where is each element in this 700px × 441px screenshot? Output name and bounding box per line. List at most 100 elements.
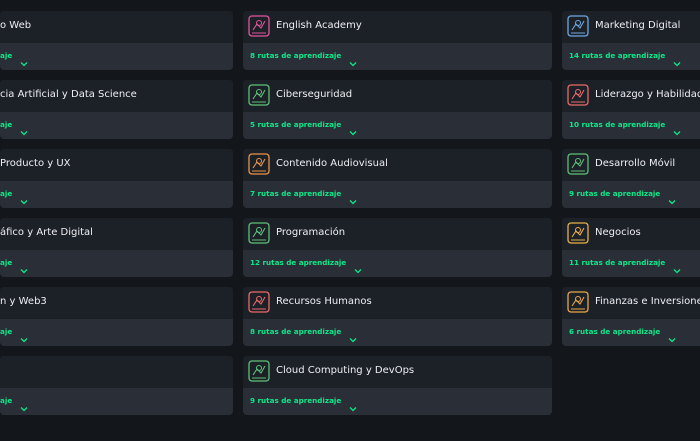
category-icon xyxy=(248,15,270,37)
expand-chevron[interactable] xyxy=(20,52,28,67)
card-header: Liderazgo y Habilidades xyxy=(562,80,700,112)
expand-chevron[interactable] xyxy=(349,190,357,205)
category-title: Desarrollo Móvil xyxy=(595,158,676,169)
routes-count[interactable]: aje xyxy=(0,258,13,267)
category-card[interactable]: áfico y Arte Digital aje xyxy=(0,218,233,277)
chevron-icon xyxy=(20,62,28,67)
expand-chevron[interactable] xyxy=(354,259,362,274)
category-card[interactable]: Desarrollo Móvil 9 rutas de aprendizaje xyxy=(562,149,700,208)
icon-graphic xyxy=(248,222,270,244)
expand-chevron[interactable] xyxy=(349,121,357,136)
routes-count[interactable]: 8 rutas de aprendizaje xyxy=(250,327,342,336)
chevron-icon xyxy=(20,338,28,343)
category-title: Finanzas e Inversiones xyxy=(595,296,700,307)
icon-graphic xyxy=(248,153,270,175)
card-header: n y Web3 xyxy=(0,287,233,319)
routes-count[interactable]: 5 rutas de aprendizaje xyxy=(250,120,342,129)
chevron-icon xyxy=(668,200,676,205)
category-card[interactable]: Recursos Humanos 8 rutas de aprendizaje xyxy=(243,287,552,346)
category-card[interactable]: aje xyxy=(0,356,233,415)
category-card[interactable]: Marketing Digital 14 rutas de aprendizaje xyxy=(562,11,700,70)
chevron-icon xyxy=(349,338,357,343)
routes-count[interactable]: aje xyxy=(0,189,13,198)
routes-count[interactable]: 10 rutas de aprendizaje xyxy=(569,120,666,129)
category-icon xyxy=(248,84,270,106)
expand-chevron[interactable] xyxy=(668,190,676,205)
category-title: Cloud Computing y DevOps xyxy=(276,365,415,376)
card-header xyxy=(0,356,233,388)
chevron-icon xyxy=(20,131,28,136)
expand-chevron[interactable] xyxy=(20,397,28,412)
card-header: Desarrollo Móvil xyxy=(562,149,700,181)
chevron-icon xyxy=(668,338,676,343)
routes-count[interactable]: aje xyxy=(0,51,13,60)
category-card[interactable]: Finanzas e Inversiones 6 rutas de aprendi… xyxy=(562,287,700,346)
chevron-icon xyxy=(673,62,681,67)
chevron-icon xyxy=(20,200,28,205)
category-title: Negocios xyxy=(595,227,641,238)
category-card[interactable]: Producto y UX aje xyxy=(0,149,233,208)
chevron-icon xyxy=(20,269,28,274)
card-header: Producto y UX xyxy=(0,149,233,181)
expand-chevron[interactable] xyxy=(673,52,681,67)
category-icon xyxy=(567,15,589,37)
category-card[interactable]: cia Artificial y Data Science aje xyxy=(0,80,233,139)
category-card[interactable]: Cloud Computing y DevOps 9 rutas de apren… xyxy=(243,356,552,415)
expand-chevron[interactable] xyxy=(20,259,28,274)
icon-graphic xyxy=(567,222,589,244)
chevron-icon xyxy=(349,62,357,67)
routes-count[interactable]: 14 rutas de aprendizaje xyxy=(569,51,666,60)
category-card[interactable]: Ciberseguridad 5 rutas de aprendizaje xyxy=(243,80,552,139)
icon-graphic xyxy=(567,291,589,313)
routes-count[interactable]: 9 rutas de aprendizaje xyxy=(569,189,661,198)
category-title: Programación xyxy=(276,227,346,238)
category-icon xyxy=(248,153,270,175)
card-header: o Web xyxy=(0,11,233,43)
card-header: Cloud Computing y DevOps xyxy=(243,356,552,388)
category-title: Liderazgo y Habilidades xyxy=(595,89,700,100)
expand-chevron[interactable] xyxy=(20,190,28,205)
card-header: Programación xyxy=(243,218,552,250)
expand-chevron[interactable] xyxy=(673,259,681,274)
routes-count[interactable]: aje xyxy=(0,396,13,405)
card-header: English Academy xyxy=(243,11,552,43)
card-header: Finanzas e Inversiones xyxy=(562,287,700,319)
icon-graphic xyxy=(248,291,270,313)
card-header: áfico y Arte Digital xyxy=(0,218,233,250)
category-card[interactable]: Liderazgo y Habilidades 10 rutas de apren… xyxy=(562,80,700,139)
expand-chevron[interactable] xyxy=(349,328,357,343)
chevron-icon xyxy=(673,131,681,136)
category-title: Producto y UX xyxy=(0,158,71,169)
routes-count[interactable]: 6 rutas de aprendizaje xyxy=(569,327,661,336)
category-card[interactable]: English Academy 8 rutas de aprendizaje xyxy=(243,11,552,70)
category-card[interactable]: Negocios 11 rutas de aprendizaje xyxy=(562,218,700,277)
chevron-icon xyxy=(673,269,681,274)
expand-chevron[interactable] xyxy=(349,397,357,412)
expand-chevron[interactable] xyxy=(673,121,681,136)
icon-graphic xyxy=(248,360,270,382)
category-title: n y Web3 xyxy=(0,296,47,307)
expand-chevron[interactable] xyxy=(20,121,28,136)
routes-count[interactable]: aje xyxy=(0,327,13,336)
expand-chevron[interactable] xyxy=(349,52,357,67)
category-card[interactable]: Programación 12 rutas de aprendizaje xyxy=(243,218,552,277)
category-title: Marketing Digital xyxy=(595,20,681,31)
routes-count[interactable]: 7 rutas de aprendizaje xyxy=(250,189,342,198)
routes-count[interactable]: 9 rutas de aprendizaje xyxy=(250,396,342,405)
category-card[interactable]: Contenido Audiovisual 7 rutas de aprendiz… xyxy=(243,149,552,208)
expand-chevron[interactable] xyxy=(668,328,676,343)
routes-count[interactable]: 8 rutas de aprendizaje xyxy=(250,51,342,60)
category-card[interactable]: o Web aje xyxy=(0,11,233,70)
category-card[interactable]: n y Web3 aje xyxy=(0,287,233,346)
expand-chevron[interactable] xyxy=(20,328,28,343)
category-title: áfico y Arte Digital xyxy=(0,227,93,238)
icon-graphic xyxy=(248,15,270,37)
chevron-icon xyxy=(349,407,357,412)
routes-count[interactable]: 12 rutas de aprendizaje xyxy=(250,258,347,267)
routes-count[interactable]: 11 rutas de aprendizaje xyxy=(569,258,666,267)
category-icon xyxy=(567,84,589,106)
card-header: Recursos Humanos xyxy=(243,287,552,319)
routes-count[interactable]: aje xyxy=(0,120,13,129)
card-header: Negocios xyxy=(562,218,700,250)
